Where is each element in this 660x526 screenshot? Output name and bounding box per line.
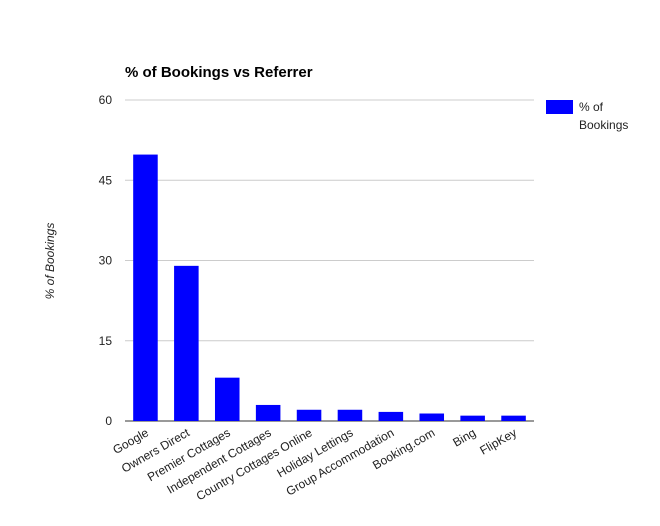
legend-label: % of Bookings xyxy=(579,100,628,132)
y-tick-label: 15 xyxy=(99,334,113,348)
chart-title: % of Bookings vs Referrer xyxy=(125,64,313,81)
bar xyxy=(255,404,281,421)
x-tick-label: Bing xyxy=(450,425,478,449)
y-tick-label: 45 xyxy=(99,173,113,187)
bar xyxy=(296,409,322,421)
y-tick-label: 0 xyxy=(105,414,112,428)
bar xyxy=(133,154,158,421)
bars xyxy=(133,154,526,421)
bar xyxy=(460,415,485,421)
bar xyxy=(174,265,199,421)
bar xyxy=(214,377,240,421)
bar xyxy=(501,415,526,421)
y-tick-labels: 0 15 30 45 60 xyxy=(99,93,113,428)
legend: % of Bookings xyxy=(546,100,628,132)
bar xyxy=(378,411,404,421)
bar xyxy=(419,413,445,421)
legend-swatch xyxy=(546,100,573,114)
y-tick-label: 60 xyxy=(99,93,113,107)
x-tick-label: FlipKey xyxy=(477,425,519,457)
y-tick-label: 30 xyxy=(99,254,113,268)
y-axis-label: % of Bookings xyxy=(43,223,57,300)
bar xyxy=(337,409,363,421)
